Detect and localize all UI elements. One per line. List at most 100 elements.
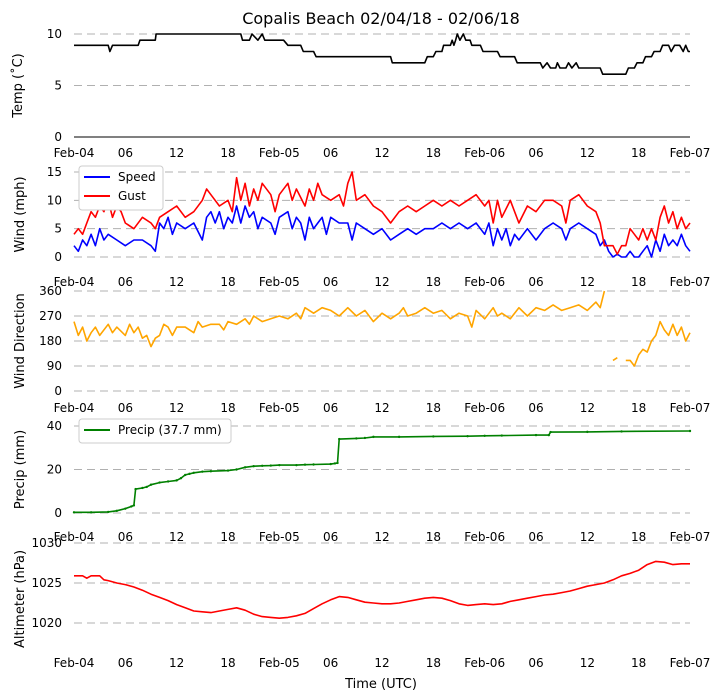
precip-marker <box>226 469 230 472</box>
precip-marker <box>549 430 552 434</box>
precip-marker <box>130 505 133 508</box>
y-axis-label: Wind Direction <box>13 293 28 389</box>
x-tick-label: 12 <box>374 530 389 544</box>
y-tick-label: 1025 <box>31 576 62 590</box>
x-tick-label: 06 <box>528 401 543 415</box>
precip-marker <box>184 473 187 477</box>
x-tick-label: 06 <box>323 401 338 415</box>
series-line-direction <box>73 290 691 367</box>
precip-marker <box>333 462 337 465</box>
x-tick-label: 06 <box>528 146 543 160</box>
x-tick-label: 18 <box>426 530 441 544</box>
x-tick-label: Feb-05 <box>259 146 300 160</box>
precip-marker <box>115 509 118 513</box>
x-tick-label: 18 <box>220 401 235 415</box>
x-tick-label: 12 <box>169 275 184 289</box>
x-tick-label: Feb-04 <box>54 530 95 544</box>
x-tick-label: 12 <box>580 530 595 544</box>
y-tick-label: 20 <box>47 463 62 477</box>
precip-marker <box>188 472 191 476</box>
precip-marker <box>124 507 127 510</box>
precip-marker <box>72 511 76 514</box>
precip-marker <box>166 480 170 483</box>
y-tick-label: 10 <box>47 193 62 207</box>
precip-marker <box>141 486 144 490</box>
precip-marker <box>483 434 486 437</box>
x-tick-label: 18 <box>426 146 441 160</box>
x-tick-label: 06 <box>323 275 338 289</box>
precip-marker <box>397 435 401 439</box>
x-tick-label: Feb-04 <box>54 401 95 415</box>
x-tick-label: 18 <box>220 146 235 160</box>
precip-marker <box>303 463 307 466</box>
precip-marker <box>261 464 264 468</box>
legend-label: Gust <box>118 189 146 203</box>
x-tick-label: 06 <box>118 401 133 415</box>
y-axis-label: Wind (mph) <box>13 176 28 252</box>
x-tick-label: Feb-05 <box>259 275 300 289</box>
x-tick-label: 18 <box>631 530 646 544</box>
series-line-gust <box>73 171 691 255</box>
x-tick-label: 06 <box>118 275 133 289</box>
x-tick-label: 12 <box>580 656 595 670</box>
legend-label: Precip (37.7 mm) <box>118 423 222 437</box>
precip-marker <box>547 433 551 437</box>
y-tick-label: 1020 <box>31 616 62 630</box>
precip-marker <box>586 430 589 434</box>
legend-label: Speed <box>118 170 156 184</box>
y-tick-label: 10 <box>47 27 62 41</box>
precip-marker <box>89 511 93 514</box>
precip-marker <box>145 485 148 489</box>
precip-marker <box>158 481 161 484</box>
y-tick-label: 90 <box>47 359 62 373</box>
panel-dir: 0 90 180 270 360 Wind Direction Feb-04 06 12 18 Fe… <box>13 284 710 415</box>
x-tick-label: 18 <box>426 656 441 670</box>
x-tick-label: Feb-04 <box>54 146 95 160</box>
x-tick-label: Feb-07 <box>670 146 711 160</box>
legend-precip: Precip (37.7 mm) <box>78 418 232 444</box>
y-tick-label: 5 <box>54 222 62 236</box>
y-tick-label: 15 <box>47 165 62 179</box>
precip-marker <box>534 433 538 437</box>
x-tick-label: Feb-04 <box>54 656 95 670</box>
precip-marker <box>235 468 238 471</box>
precip-marker <box>372 435 375 439</box>
precip-marker <box>107 510 110 514</box>
x-tick-label: Feb-06 <box>464 656 505 670</box>
x-tick-label: 06 <box>528 530 543 544</box>
x-tick-label: 06 <box>528 656 543 670</box>
x-tick-label: Feb-06 <box>464 530 505 544</box>
precip-marker <box>688 429 692 433</box>
y-axis-label: Temp (˚C) <box>10 53 26 119</box>
x-tick-label: 12 <box>580 401 595 415</box>
x-tick-label: 12 <box>169 656 184 670</box>
precip-marker <box>466 435 469 438</box>
x-tick-label: Feb-06 <box>464 146 505 160</box>
precip-marker <box>132 504 136 507</box>
precip-marker <box>336 461 339 465</box>
x-tick-label: 12 <box>169 530 184 544</box>
x-tick-label: Feb-06 <box>464 275 505 289</box>
x-tick-label: Feb-05 <box>259 530 300 544</box>
x-tick-label: 18 <box>220 275 235 289</box>
chart-title: Copalis Beach 02/04/18 - 02/06/18 <box>242 9 520 28</box>
precip-marker <box>179 477 183 480</box>
x-axis-label: Time (UTC) <box>344 677 417 692</box>
x-tick-label: 18 <box>631 146 646 160</box>
y-tick-label: 270 <box>39 309 62 323</box>
x-tick-label: Feb-04 <box>54 275 95 289</box>
y-axis-label: Precip (mm) <box>13 430 28 509</box>
precip-marker <box>329 462 332 466</box>
x-tick-label: 12 <box>580 275 595 289</box>
precip-marker <box>363 436 367 440</box>
precip-marker <box>295 463 298 467</box>
x-tick-label: 18 <box>631 656 646 670</box>
panel-wind: 0 5 10 15 Wind (mph) Feb-04 06 12 18 Feb-05 06 12 18… <box>13 165 710 289</box>
y-tick-label: 0 <box>54 506 62 520</box>
panel-temp: 0 5 10 Temp (˚C) Feb-04 06 12 18 Feb-05 06 12 18 Feb… <box>10 27 710 160</box>
precip-marker <box>355 437 358 440</box>
series-line-speed <box>73 205 691 258</box>
precip-marker <box>192 471 195 474</box>
y-tick-label: 0 <box>54 384 62 398</box>
